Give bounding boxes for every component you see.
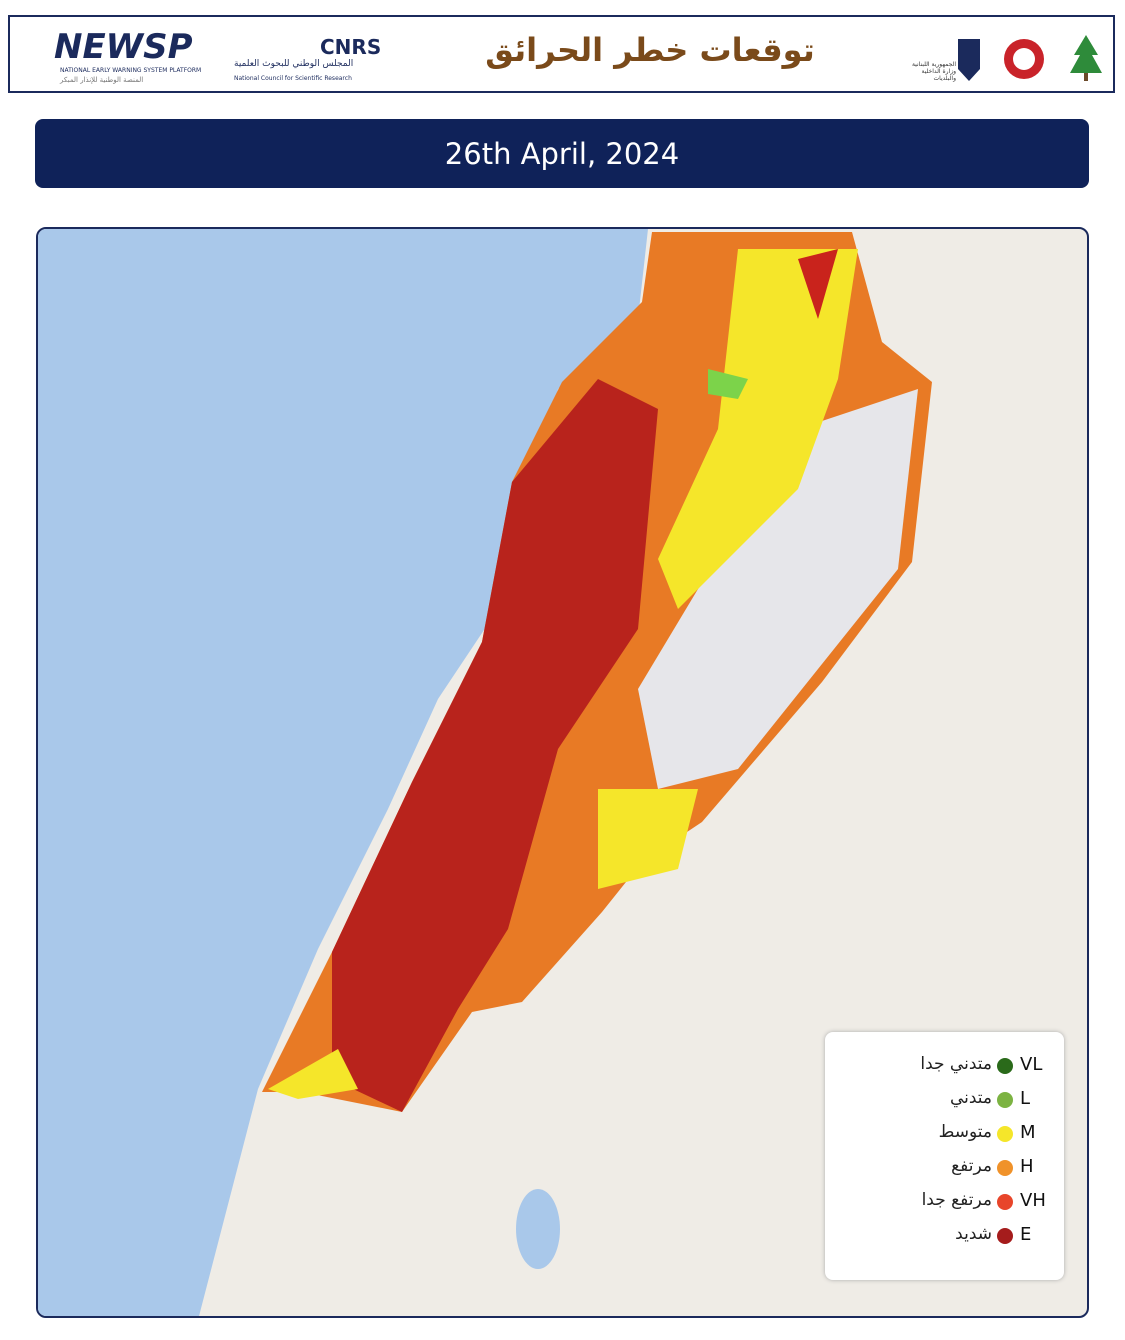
ministry-name: الجمهورية اللبنانية وزارة الداخلية والبل… (911, 61, 956, 82)
legend-swatch (997, 1126, 1013, 1142)
legend-swatch (997, 1194, 1013, 1210)
legend-label: متوسط (938, 1122, 992, 1142)
logos (958, 35, 1102, 81)
cnrs-logo: CNRS (320, 35, 382, 59)
legend-code: H (1020, 1156, 1034, 1177)
legend-label: شديد (955, 1224, 992, 1244)
moderate-area (268, 1049, 358, 1099)
low-area (708, 369, 748, 399)
legend-code: E (1020, 1224, 1032, 1245)
legend-code: VL (1020, 1054, 1043, 1075)
sea (38, 229, 648, 1316)
legend-label: متدني (949, 1088, 992, 1108)
cnrs-name-en: National Council for Scientific Research (234, 75, 352, 82)
header-title: توقعات خطر الحرائق (485, 31, 815, 69)
legend-swatch (997, 1228, 1013, 1244)
legend-label: مرتفع جدا (921, 1190, 992, 1210)
lake (516, 1189, 560, 1269)
unrated-area (638, 389, 918, 789)
legend-swatch (997, 1058, 1013, 1074)
legend-code: L (1020, 1088, 1031, 1109)
legend-code: VH (1020, 1190, 1046, 1211)
legend: متدني جدا VL متدني L متوسط M مرتفع H مرتفع جدا VH… (825, 1032, 1064, 1280)
legend-item: متوسط M (825, 1118, 1064, 1148)
legend-swatch (997, 1092, 1013, 1108)
newsp-subtitle: NATIONAL EARLY WARNING SYSTEM PLATFORM (60, 67, 202, 74)
moderate-area (598, 789, 698, 889)
moderate-area (658, 249, 858, 609)
extreme-area (798, 249, 838, 319)
newsp-subtitle-ar: المنصة الوطنية للإنذار المبكر (60, 76, 144, 84)
legend-swatch (997, 1160, 1013, 1176)
cnrs-name-ar: المجلس الوطني للبحوث العلمية (234, 59, 354, 69)
legend-code: M (1020, 1122, 1036, 1143)
legend-item: مرتفع H (825, 1152, 1064, 1182)
legend-item: متدني L (825, 1084, 1064, 1114)
date-banner: 26th April, 2024 (35, 119, 1089, 188)
newsp-logo: NEWSP (54, 27, 193, 67)
legend-item: شديد E (825, 1220, 1064, 1250)
legend-label: متدني جدا (920, 1054, 992, 1074)
legend-item: متدني جدا VL (825, 1050, 1064, 1080)
header: NEWSP NATIONAL EARLY WARNING SYSTEM PLAT… (8, 15, 1115, 93)
extreme-area (332, 379, 658, 1112)
legend-item: مرتفع جدا VH (825, 1186, 1064, 1216)
map (38, 229, 932, 1316)
legend-label: مرتفع (951, 1156, 992, 1176)
